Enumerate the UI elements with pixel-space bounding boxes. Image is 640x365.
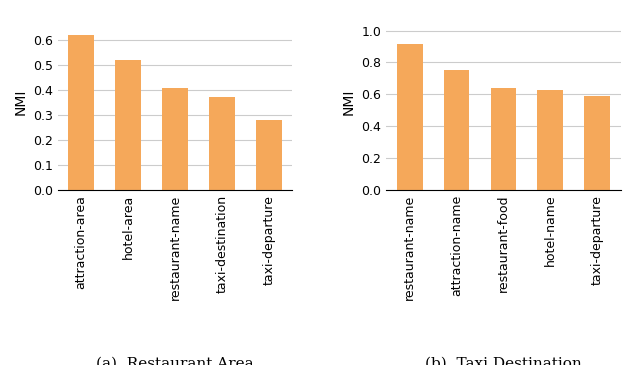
Bar	[538, 90, 563, 190]
Bar	[444, 70, 470, 190]
Y-axis label: NMI: NMI	[342, 89, 356, 115]
Bar	[584, 96, 610, 190]
Bar	[256, 120, 282, 190]
Bar	[397, 44, 422, 190]
Text: (b)  Taxi Destination: (b) Taxi Destination	[425, 356, 582, 365]
Text: (a)  Restaurant Area: (a) Restaurant Area	[96, 356, 253, 365]
Bar	[115, 59, 141, 190]
Bar	[209, 97, 235, 190]
Bar	[491, 88, 516, 190]
Bar	[68, 35, 94, 190]
Y-axis label: NMI: NMI	[13, 89, 27, 115]
Bar	[162, 88, 188, 190]
